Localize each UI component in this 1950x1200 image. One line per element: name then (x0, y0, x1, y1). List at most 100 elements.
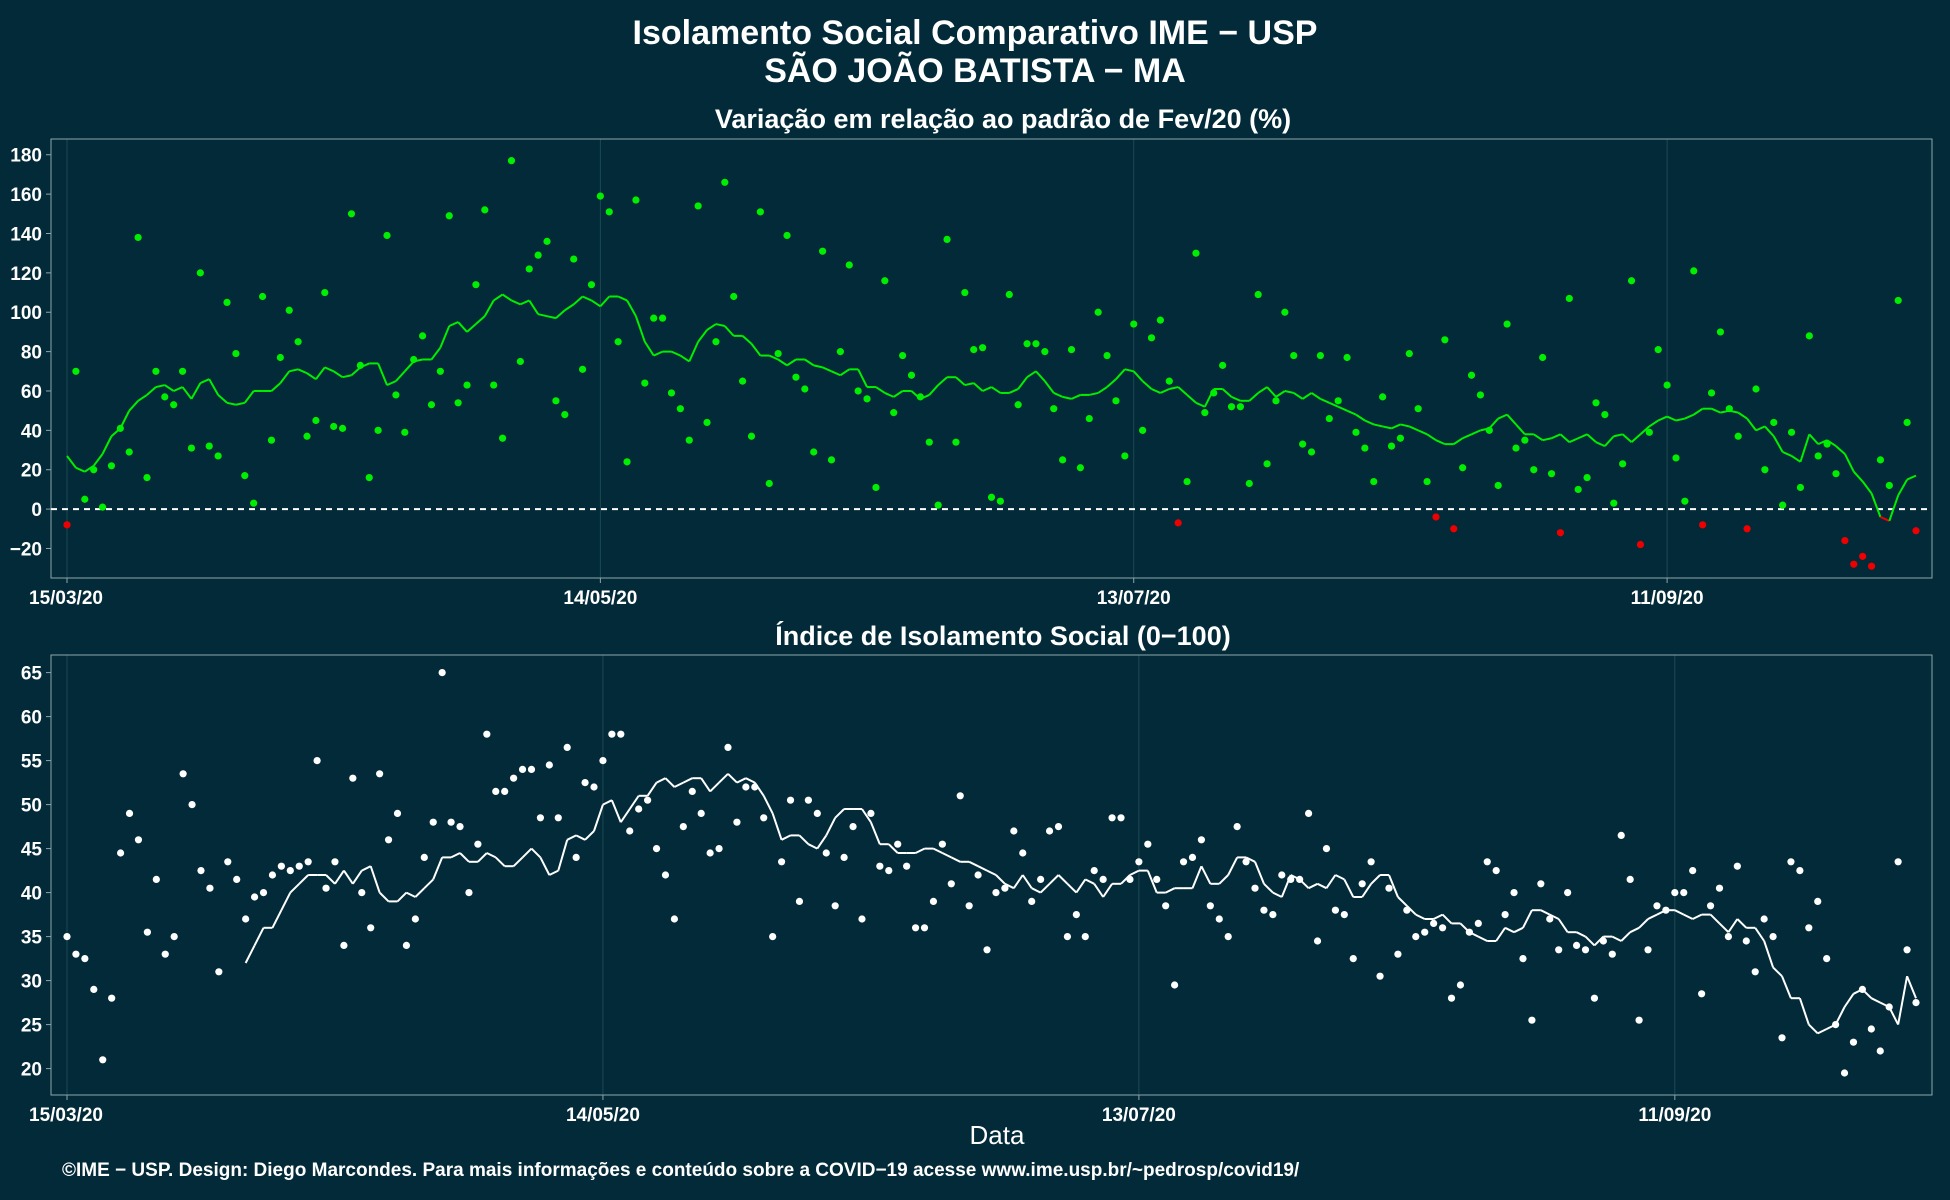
index-moving-average-segment (673, 781, 684, 788)
index-moving-average-segment (1200, 865, 1212, 885)
index-data-point (1626, 875, 1634, 884)
variation-data-point (374, 426, 382, 434)
index-data-point (63, 933, 71, 941)
index-moving-average-segment (1808, 1023, 1819, 1035)
variation-data-point (819, 247, 827, 255)
variation-data-point (1423, 477, 1431, 486)
variation-data-point (1121, 452, 1129, 460)
index-moving-average-segment (1549, 913, 1560, 920)
index-data-point (518, 765, 527, 774)
index-data-point (1233, 823, 1241, 831)
index-data-point (545, 761, 553, 769)
index-data-point (1331, 906, 1339, 914)
variation-moving-average-segment (750, 343, 762, 357)
variation-moving-average-segment (395, 370, 406, 382)
variation-data-point (987, 493, 996, 501)
index-moving-average-segment (253, 927, 265, 946)
variation-moving-average-segment (1053, 392, 1064, 398)
index-x-tick-label: 13/07/20 (1102, 1105, 1176, 1126)
index-data-point (751, 783, 759, 791)
variation-y-tick-label: −20 (10, 539, 42, 560)
variation-data-point (738, 377, 747, 385)
index-moving-average-segment (1754, 927, 1765, 942)
index-data-point (1903, 946, 1911, 954)
variation-moving-average-segment (1275, 390, 1286, 398)
index-data-point (108, 994, 116, 1002)
panel2-title: Índice de Isolamento Social (0−100) (775, 620, 1230, 651)
index-data-point (152, 875, 160, 884)
index-moving-average-segment (1638, 918, 1649, 929)
index-moving-average-segment (1870, 997, 1881, 1004)
variation-moving-average-segment (1089, 391, 1099, 396)
variation-moving-average-segment (386, 380, 397, 386)
index-data-point (116, 849, 125, 857)
variation-moving-average-segment (1693, 407, 1704, 416)
variation-moving-average-segment (1648, 419, 1659, 428)
variation-data-point (1503, 320, 1511, 328)
variation-moving-average-segment (537, 313, 548, 318)
index-data-point (1662, 906, 1670, 914)
index-moving-average-segment (593, 804, 604, 832)
index-moving-average-segment (1066, 883, 1078, 894)
variation-moving-average-segment (235, 401, 246, 406)
index-data-point (1671, 889, 1679, 897)
index-data-point (876, 862, 884, 870)
index-y-tick-label: 20 (21, 1060, 42, 1081)
variation-moving-average-segment (155, 384, 165, 389)
variation-data-point (1876, 456, 1885, 464)
variation-moving-average-segment (857, 368, 868, 388)
variation-moving-average-segment (1266, 386, 1277, 398)
index-moving-average-segment (1495, 927, 1506, 942)
index-data-point (1590, 994, 1599, 1002)
index-moving-average-segment (950, 856, 961, 863)
index-moving-average-segment (727, 773, 738, 784)
variation-data-point (81, 495, 89, 503)
index-data-point (1162, 902, 1170, 910)
index-data-point (1849, 1038, 1858, 1046)
variation-data-point (1165, 377, 1173, 385)
index-data-point (1206, 902, 1214, 910)
index-data-point (590, 783, 598, 791)
index-data-point (242, 915, 250, 923)
variation-data-point (925, 438, 933, 446)
index-moving-average-segment (869, 821, 881, 845)
variation-moving-average-segment (1497, 413, 1508, 420)
variation-x-tick-label: 14/05/20 (563, 588, 637, 609)
variation-data-point (1174, 519, 1182, 527)
main-subtitle: SÃO JOÃO BATISTA − MA (764, 52, 1186, 90)
variation-data-point (1041, 348, 1049, 356)
index-data-point (1171, 981, 1179, 989)
index-moving-average-segment (334, 870, 345, 885)
variation-moving-average-segment (493, 293, 504, 302)
variation-data-point (543, 237, 551, 245)
index-moving-average-segment (798, 834, 810, 845)
index-moving-average-segment (396, 891, 408, 903)
index-data-point (331, 858, 339, 866)
index-moving-average-segment (512, 856, 524, 867)
variation-data-point (1894, 296, 1902, 305)
index-data-point (786, 796, 795, 804)
index-data-point (170, 933, 178, 941)
index-data-point (724, 743, 732, 752)
variation-data-point (996, 497, 1004, 505)
index-data-point (822, 849, 830, 857)
variation-moving-average-segment (555, 309, 566, 319)
variation-data-point (250, 499, 258, 507)
variation-moving-average-segment (475, 315, 486, 325)
index-data-point (1349, 955, 1357, 963)
variation-data-point (1547, 470, 1556, 478)
variation-data-point (481, 206, 489, 214)
index-data-point (795, 897, 804, 906)
variation-data-point (1379, 393, 1387, 401)
index-y-tick-label: 25 (21, 1016, 43, 1037)
index-data-point (90, 985, 98, 994)
index-moving-average-segment (1227, 856, 1239, 876)
index-data-point (670, 915, 679, 923)
variation-y-tick-label: 60 (21, 382, 42, 403)
index-data-point (1385, 884, 1393, 892)
variation-data-point (890, 409, 898, 417)
variation-data-point (1690, 267, 1698, 275)
variation-data-point (365, 474, 373, 482)
variation-moving-average-segment (688, 341, 700, 362)
variation-data-point (587, 281, 596, 289)
